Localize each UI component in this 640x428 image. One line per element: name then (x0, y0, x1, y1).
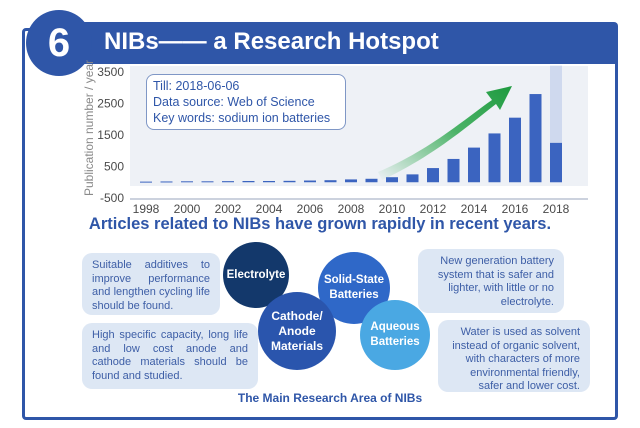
bar-2005 (283, 180, 296, 183)
bar-2003 (242, 180, 255, 183)
y-tick-label: 3500 (97, 65, 124, 79)
bar-2018 (550, 142, 562, 183)
x-tick-label: 2010 (379, 202, 406, 216)
x-tick-label: 1998 (133, 202, 160, 216)
section-number-badge: 6 (26, 10, 92, 76)
bar-2012 (427, 168, 439, 183)
x-tick-label: 2012 (420, 202, 447, 216)
x-tick-label: 2004 (256, 202, 283, 216)
bar-2010 (386, 177, 398, 183)
x-tick-label: 2006 (297, 202, 324, 216)
bar-1999 (160, 181, 173, 183)
bar-2007 (324, 180, 337, 183)
x-tick-label: 2008 (338, 202, 365, 216)
y-axis-label: Publication number / year (82, 60, 96, 196)
note-electrolyte: Suitable additives to improve performanc… (82, 253, 220, 315)
x-tick-label: 2018 (543, 202, 570, 216)
info-keywords: Key words: sodium ion batteries (153, 111, 331, 125)
chart-subtitle: Articles related to NIBs have grown rapi… (88, 215, 552, 233)
page-title: NIBs—— a Research Hotspot (104, 28, 439, 55)
bar-2016 (509, 117, 521, 183)
info-source: Data source: Web of Science (153, 95, 315, 109)
note-solid-state: New generation battery system that is sa… (418, 249, 564, 313)
circle-cathode-anode-materials: Cathode/ Anode Materials (258, 292, 336, 370)
bar-1998 (140, 181, 152, 183)
bar-2001 (201, 181, 214, 183)
bar-2014 (468, 147, 480, 183)
y-tick-label: 1500 (97, 128, 124, 142)
bar-2008 (345, 179, 357, 183)
bar-2006 (304, 180, 316, 183)
y-tick-label: 2500 (97, 97, 124, 111)
bar-2000 (181, 181, 193, 183)
x-tick-label: 2016 (502, 202, 529, 216)
bar-2009 (365, 178, 378, 183)
y-tick-label: -500 (100, 191, 124, 205)
chart-info-box: Till: 2018-06-06 Data source: Web of Sci… (146, 74, 346, 130)
bar-2017 (529, 94, 542, 183)
bar-2011 (406, 174, 419, 183)
x-tick-label: 2014 (461, 202, 488, 216)
circle-aqueous-batteries: Aqueous Batteries (360, 300, 430, 370)
bar-2002 (222, 181, 234, 183)
note-aqueous: Water is used as solvent instead of orga… (438, 320, 590, 392)
x-tick-label: 2002 (215, 202, 242, 216)
bar-2015 (488, 133, 501, 183)
x-tick-label: 2000 (174, 202, 201, 216)
note-cathode-anode: High specific capacity, long life and lo… (82, 323, 258, 389)
bar-2004 (263, 180, 275, 183)
title-bar (52, 22, 618, 64)
info-date: Till: 2018-06-06 (153, 79, 240, 93)
bar-2013 (447, 158, 460, 183)
trend-arrow (378, 86, 512, 180)
y-tick-label: 500 (104, 160, 124, 174)
research-area-caption: The Main Research Area of NIBs (237, 391, 423, 405)
